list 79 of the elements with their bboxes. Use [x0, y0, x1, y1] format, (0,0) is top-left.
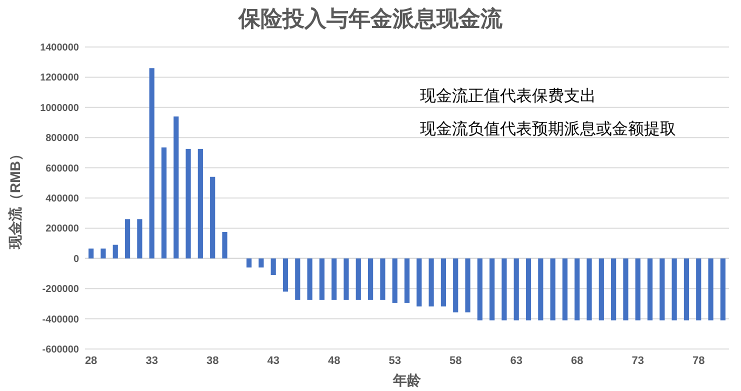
- bar: [720, 258, 726, 320]
- bar: [258, 258, 264, 268]
- bar: [672, 258, 677, 320]
- y-axis-title: 现金流（RMB）: [7, 147, 23, 250]
- bar: [490, 258, 495, 320]
- annotation: 现金流负值代表预期派息或金额提取: [420, 120, 676, 138]
- x-axis-title: 年龄: [392, 372, 422, 388]
- bar: [270, 258, 276, 276]
- bar: [356, 258, 361, 300]
- bar: [295, 258, 300, 300]
- y-tick-label: -600000: [42, 344, 80, 356]
- bar: [440, 258, 446, 306]
- x-tick-label: 63: [510, 355, 522, 367]
- bar: [222, 232, 228, 258]
- bar: [696, 258, 702, 320]
- bar: [514, 258, 519, 320]
- x-tick-label: 58: [449, 355, 462, 367]
- bar: [88, 248, 94, 258]
- bar: [611, 258, 616, 320]
- bar: [635, 258, 640, 320]
- bar: [392, 258, 398, 303]
- bar: [282, 258, 288, 292]
- bar: [186, 148, 191, 258]
- y-tick-label: 600000: [46, 163, 80, 174]
- bar: [428, 258, 434, 306]
- y-tick-label: 1200000: [40, 72, 80, 84]
- bar: [246, 258, 252, 268]
- x-tick-label: 53: [388, 355, 401, 367]
- bar: [623, 258, 628, 320]
- bar: [598, 258, 604, 320]
- y-tick-label: 1000000: [40, 102, 80, 114]
- bar: [404, 258, 410, 303]
- bar: [100, 248, 106, 258]
- y-tick-label: 0: [73, 254, 80, 265]
- x-tick-label: 48: [328, 355, 340, 367]
- bar: [708, 258, 714, 320]
- x-tick-label: 28: [84, 355, 98, 367]
- y-tick-label: -200000: [42, 284, 80, 296]
- bar: [344, 258, 349, 300]
- bar: [112, 244, 118, 258]
- bar: [538, 258, 544, 320]
- chart-title: 保险投入与年金派息现金流: [238, 6, 504, 31]
- bar: [647, 258, 653, 320]
- bar: [416, 258, 422, 306]
- bar: [502, 258, 507, 320]
- x-tick-label: 73: [632, 355, 644, 367]
- y-tick-label: -400000: [42, 314, 80, 326]
- x-tick-label: 33: [146, 355, 158, 367]
- bar: [526, 258, 532, 320]
- y-tick-label: 1400000: [40, 42, 80, 54]
- bar: [562, 258, 568, 320]
- x-tick-label: 38: [206, 355, 219, 367]
- y-tick-label: 400000: [46, 194, 80, 204]
- bar: [161, 147, 167, 258]
- bar: [477, 258, 482, 320]
- bar: [586, 258, 592, 320]
- bar: [660, 258, 665, 320]
- bar: [550, 258, 556, 320]
- bar: [380, 258, 386, 300]
- bar: [453, 258, 458, 312]
- bar: [574, 258, 580, 320]
- x-tick-label: 68: [570, 355, 584, 367]
- bar: [307, 258, 312, 300]
- bar: [137, 219, 142, 258]
- x-tick-label: 78: [692, 355, 705, 367]
- bar: [198, 148, 203, 258]
- bar: [684, 258, 690, 320]
- bar: [465, 258, 470, 312]
- y-tick-label: 200000: [46, 224, 80, 235]
- bar: [124, 219, 130, 258]
- bar: [332, 258, 337, 300]
- bar: [319, 258, 324, 300]
- annotation: 现金流正值代表保费支出: [420, 87, 596, 105]
- bar: [149, 68, 154, 258]
- y-tick-label: 800000: [46, 133, 80, 144]
- bar: [210, 176, 216, 258]
- bar: [368, 258, 374, 300]
- x-tick-label: 43: [267, 355, 280, 367]
- bar: [174, 116, 179, 258]
